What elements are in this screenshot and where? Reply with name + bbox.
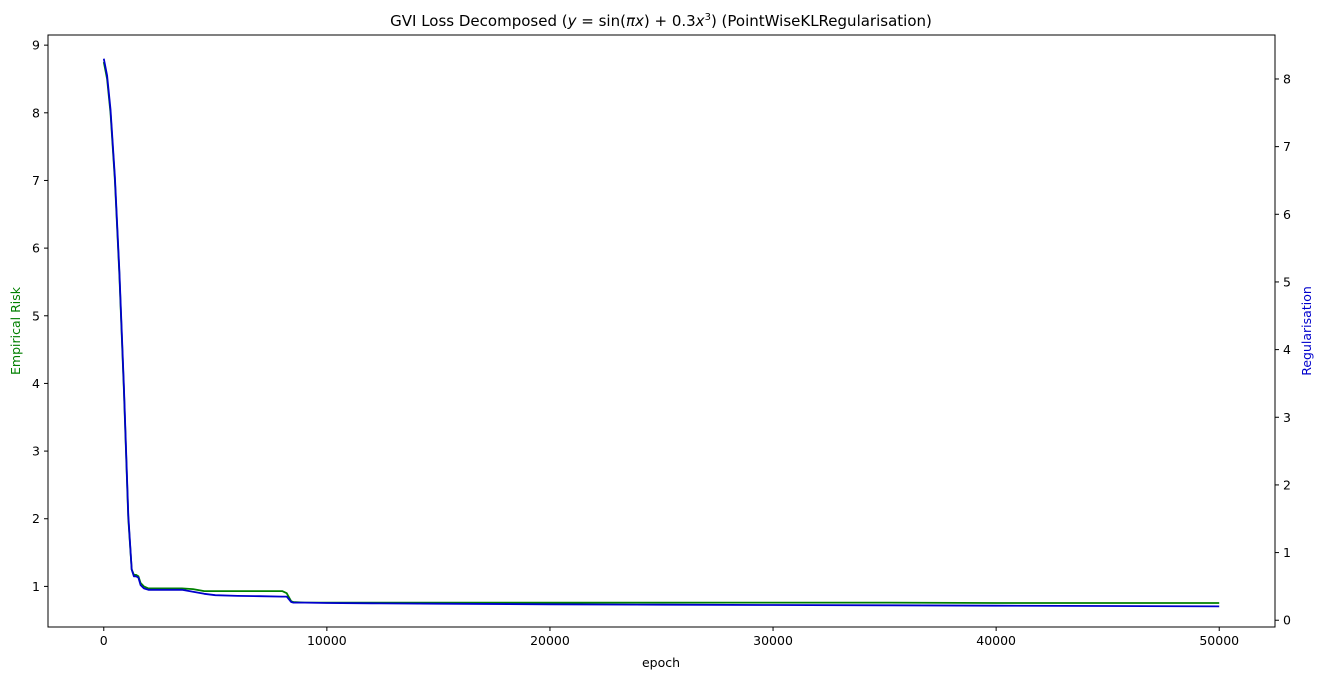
x-tick-label: 10000	[307, 633, 347, 648]
x-tick-label: 50000	[1199, 633, 1239, 648]
series-lines	[102, 58, 1220, 608]
left-y-tick-label: 8	[32, 105, 40, 120]
right-y-tick-label: 1	[1283, 545, 1291, 560]
right-y-tick-label: 7	[1283, 139, 1291, 154]
chart-title: GVI Loss Decomposed (y = sin(πx) + 0.3x3…	[390, 12, 932, 30]
title-var-x2: x	[695, 12, 705, 30]
right-y-tick-label: 4	[1283, 342, 1291, 357]
title-suffix: ) (PointWiseKLRegularisation)	[711, 12, 932, 30]
title-exponent: 3	[705, 12, 711, 23]
title-plus: ) + 0.3	[644, 12, 696, 30]
x-axis-ticks: 0 10000 20000 30000 40000 50000	[100, 627, 1239, 648]
left-y-tick-label: 2	[32, 511, 40, 526]
left-y-tick-label: 9	[32, 38, 40, 53]
left-y-tick-label: 4	[32, 376, 40, 391]
right-y-tick-label: 3	[1283, 410, 1291, 425]
x-tick-label: 40000	[976, 633, 1016, 648]
right-y-axis-label: Regularisation	[1299, 286, 1314, 376]
x-tick-label: 20000	[530, 633, 570, 648]
plot-frame	[47, 34, 1276, 628]
left-y-tick-label: 1	[32, 579, 40, 594]
x-tick-label: 0	[100, 633, 108, 648]
right-y-tick-label: 8	[1283, 71, 1291, 86]
title-var-y: y	[567, 12, 578, 30]
left-y-tick-label: 6	[32, 241, 40, 256]
right-y-axis-ticks: 0 1 2 3 4 5 6 7 8	[1275, 71, 1291, 628]
right-y-tick-label: 2	[1283, 477, 1291, 492]
left-y-axis-label: Empirical Risk	[8, 286, 23, 375]
title-prefix: GVI Loss Decomposed (	[390, 12, 567, 30]
right-y-tick-label: 6	[1283, 207, 1291, 222]
title-eq: = sin(	[576, 12, 625, 30]
title-var-x1: x	[634, 12, 644, 30]
right-y-tick-label: 0	[1283, 613, 1291, 628]
left-y-axis-ticks: 1 2 3 4 5 6 7 8 9	[32, 38, 48, 594]
right-y-tick-label: 5	[1283, 274, 1291, 289]
left-y-tick-label: 7	[32, 173, 40, 188]
x-axis-label: epoch	[642, 655, 680, 670]
left-y-tick-label: 5	[32, 308, 40, 323]
left-y-tick-label: 3	[32, 444, 40, 459]
regularisation-line	[102, 58, 1220, 608]
x-tick-label: 30000	[753, 633, 793, 648]
empirical-risk-line	[102, 61, 1220, 604]
title-pi: π	[626, 12, 636, 30]
